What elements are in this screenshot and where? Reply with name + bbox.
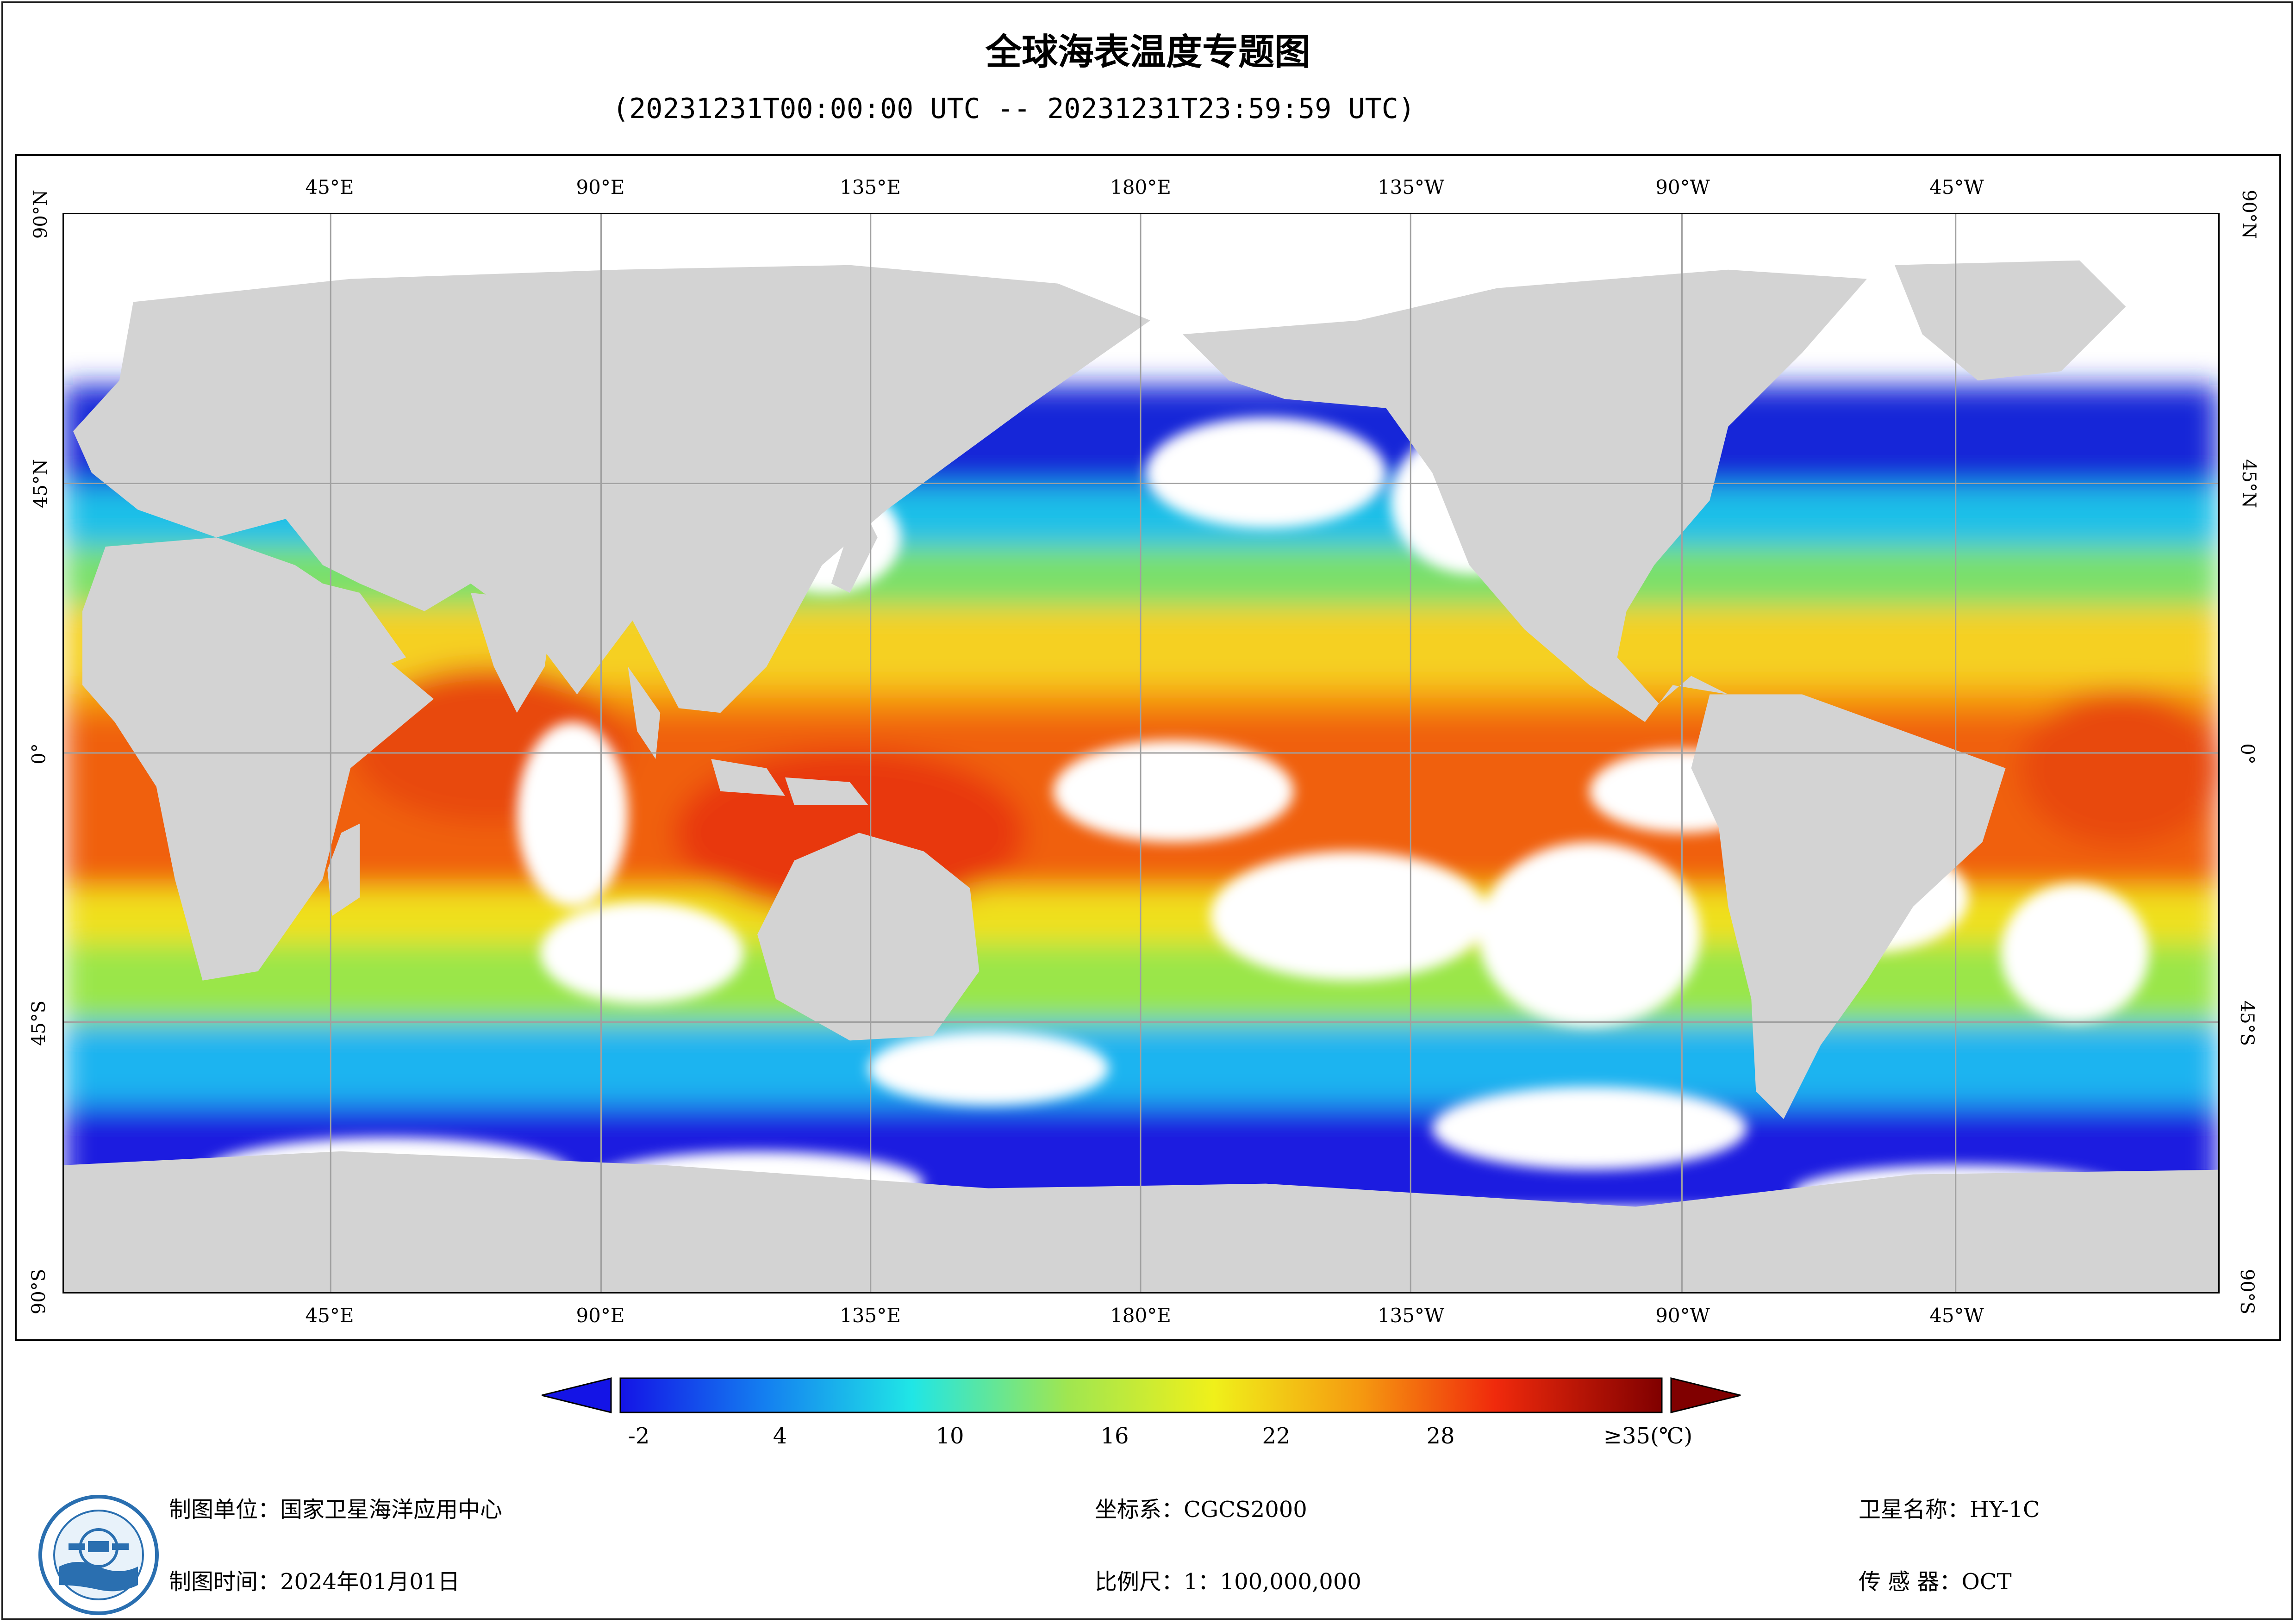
lon-label-top-135w: 135°W: [1377, 176, 1445, 199]
nsoas-logo: [36, 1492, 161, 1617]
lat-label-left-90s: 90°S: [28, 1269, 50, 1315]
colorbar-tick-10: 10: [936, 1423, 964, 1449]
lat-label-right-45s: 45°S: [2236, 1000, 2258, 1046]
land-se-asia: [628, 666, 868, 805]
logo-satellite-body: [88, 1541, 109, 1552]
lon-label-top-45w: 45°W: [1929, 176, 1984, 199]
colorbar-tick-16: 16: [1100, 1423, 1129, 1449]
graticule: [64, 214, 2218, 1292]
lon-label-top-90w: 90°W: [1655, 176, 1710, 199]
cloud-patch: [868, 1031, 1109, 1106]
colorbar-tick-35: ≥35(℃): [1603, 1423, 1693, 1449]
lon-label-top-90e: 90°E: [576, 176, 625, 199]
lat-label-left-45s: 45°S: [28, 1000, 50, 1046]
map-title: 全球海表温度专题图: [985, 31, 1310, 73]
logo-svg: [38, 1495, 159, 1615]
lon-label-top-180e: 180°E: [1110, 176, 1171, 199]
time-range-subtitle: (20231231T00:00:00 UTC -- 20231231T23:59…: [612, 93, 1415, 125]
lat-label-right-90s: 90°S: [2236, 1269, 2258, 1315]
satellite-name-label: 卫星名称：HY-1C: [1859, 1497, 2040, 1523]
land-japan: [831, 500, 878, 593]
sst-map-svg: [64, 214, 2218, 1292]
sst-hot-atlantic: [2019, 690, 2218, 847]
sensor-label: 传 感 器：OCT: [1859, 1569, 2012, 1595]
logo-wave: [59, 1562, 138, 1592]
lat-label-left-45n: 45°N: [30, 459, 51, 508]
land-south-america: [1691, 694, 2006, 1119]
colorbar-max-arrow: [1670, 1377, 1741, 1413]
logo-satellite-panel-left: [69, 1543, 85, 1550]
lon-label-bottom-45e: 45°E: [305, 1304, 354, 1327]
lon-label-top-45e: 45°E: [305, 176, 354, 199]
cloud-patch: [2001, 883, 2149, 1022]
lon-label-bottom-180e: 180°E: [1110, 1304, 1171, 1327]
cloud-patch: [1479, 842, 1701, 1027]
lat-label-left-0: 0°: [28, 743, 50, 765]
lon-label-bottom-90w: 90°W: [1655, 1304, 1710, 1327]
sst-map-area: [62, 213, 2220, 1293]
land-eurasia: [73, 265, 1150, 713]
colorbar-tick-neg2: -2: [628, 1423, 650, 1449]
land-india: [470, 592, 554, 713]
land-arabia: [286, 574, 406, 681]
lat-label-right-90n: 90°N: [2238, 190, 2259, 239]
cloud-patch: [1432, 1087, 1747, 1170]
lat-label-left-90n: 90°N: [30, 190, 51, 239]
colorbar-svg: [541, 1377, 1741, 1413]
colorbar-tick-28: 28: [1426, 1423, 1455, 1449]
cloud-patch: [1210, 851, 1488, 981]
colorbar-min-arrow: [541, 1377, 612, 1413]
lon-label-bottom-90e: 90°E: [576, 1304, 625, 1327]
land-madagascar: [327, 823, 360, 916]
colorbar-tick-4: 4: [773, 1423, 787, 1449]
cloud-patch: [1053, 740, 1294, 842]
lon-label-bottom-135e: 135°E: [840, 1304, 901, 1327]
colorbar-ramp: [619, 1377, 1663, 1413]
land-north-america: [1182, 269, 1867, 722]
producer-label: 制图单位：国家卫星海洋应用中心: [169, 1497, 503, 1523]
lon-label-top-135e: 135°E: [840, 176, 901, 199]
cloud-patch: [1145, 417, 1386, 529]
land-australia: [757, 833, 980, 1041]
colorbar: [541, 1374, 1745, 1416]
lat-label-right-0: 0°: [2236, 743, 2258, 765]
cloud-patch: [517, 722, 628, 907]
lon-label-bottom-45w: 45°W: [1929, 1304, 1984, 1327]
lat-label-right-45n: 45°N: [2238, 459, 2259, 508]
colorbar-tick-22: 22: [1262, 1423, 1291, 1449]
logo-satellite-panel-right: [112, 1543, 129, 1550]
cloud-patch: [540, 902, 744, 1004]
scale-label: 比例尺：1：100,000,000: [1095, 1569, 1361, 1595]
production-date-label: 制图时间：2024年01月01日: [169, 1569, 460, 1595]
map-frame: [15, 154, 2281, 1341]
lon-label-bottom-135w: 135°W: [1377, 1304, 1445, 1327]
coordinate-system-label: 坐标系：CGCS2000: [1095, 1497, 1307, 1523]
land-greenland: [1894, 260, 2126, 381]
